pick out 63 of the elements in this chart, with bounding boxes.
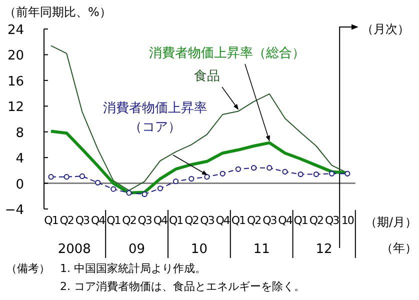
text: 2. コア消費者物価は、食品とエネルギーを除く。	[60, 280, 305, 293]
x-tick-label: Q2	[122, 214, 136, 227]
text: （期/月）	[364, 215, 417, 229]
x-tick-label: Q4	[278, 214, 293, 227]
x-tick-label: Q4	[90, 214, 106, 227]
x-tick-label: Q2	[309, 214, 324, 227]
point	[157, 186, 163, 192]
point	[329, 170, 335, 176]
text: 11	[253, 242, 270, 257]
y-tick-label: 20	[7, 48, 24, 64]
point	[110, 186, 116, 192]
x-tick-label: Q3	[324, 214, 340, 227]
point	[48, 174, 54, 180]
point	[251, 165, 257, 171]
text: 消費者物価上昇率（コア）	[103, 100, 207, 135]
y-tick-label: 24	[7, 23, 24, 38]
y-tick-label: 12	[7, 100, 24, 116]
x-tick-label: 10	[341, 214, 354, 227]
text: 1. 中国国家統計局より作成。	[60, 262, 206, 275]
x-tick-label: Q1	[231, 214, 246, 227]
x-tick-label: Q4	[153, 214, 168, 227]
y-tick-label: −4	[4, 203, 24, 218]
point	[79, 173, 85, 180]
x-tick-label: Q3	[200, 214, 215, 227]
point	[188, 176, 194, 182]
point	[173, 178, 179, 184]
x-tick-label: Q3	[262, 214, 278, 227]
y-tick-label: 16	[7, 74, 24, 90]
x-tick-label: Q1	[44, 214, 58, 227]
x-tick-label: Q4	[216, 214, 230, 227]
point	[220, 170, 226, 176]
x-tick-label: Q2	[184, 214, 198, 227]
text: （月次）	[362, 22, 410, 36]
x-tick-label: Q2	[246, 214, 261, 227]
text: （備考）	[6, 262, 50, 275]
point	[126, 190, 132, 196]
point	[95, 180, 101, 186]
x-tick-label: Q1	[168, 214, 183, 227]
point	[266, 165, 272, 171]
y-tick-label: 4	[16, 152, 24, 167]
text: 10	[190, 242, 208, 257]
x-tick-label: Q1	[294, 214, 308, 227]
point	[313, 171, 319, 178]
x-tick-label: Q3	[75, 214, 90, 227]
point	[344, 170, 350, 176]
text: 消費者物価上昇率（総合）	[149, 45, 305, 61]
x-tick-label: Q2	[60, 214, 74, 227]
point	[282, 168, 288, 175]
point	[204, 174, 210, 180]
y-tick-label: 0	[16, 177, 24, 192]
x-tick-label: Q3	[138, 214, 152, 227]
point	[235, 166, 241, 172]
point	[298, 171, 304, 178]
y-tick-label: 8	[16, 126, 24, 141]
point	[64, 174, 70, 180]
text: 12	[316, 242, 332, 257]
y-axis-title: （前年同期比、%）	[4, 5, 112, 19]
text: （年）	[381, 241, 417, 255]
text: 食品	[194, 69, 220, 84]
text: 09	[128, 242, 146, 257]
x-tick-label: Q1	[106, 214, 120, 227]
point	[142, 191, 148, 198]
text: 2008	[58, 242, 91, 257]
